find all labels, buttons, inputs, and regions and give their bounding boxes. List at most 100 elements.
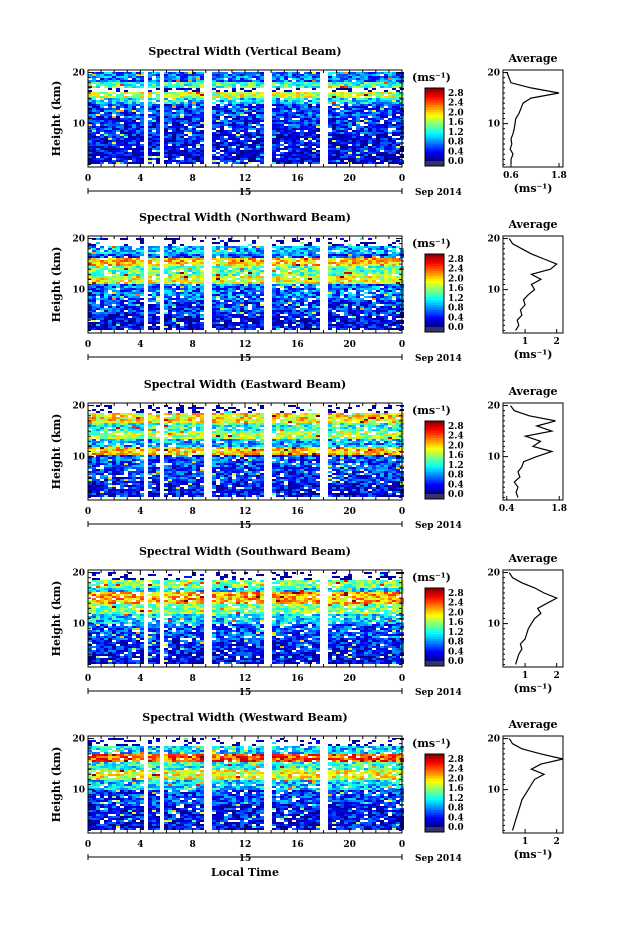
heat-cell: [232, 142, 236, 144]
heat-cell: [284, 272, 288, 274]
heat-cell: [272, 130, 276, 132]
heat-cell: [184, 78, 188, 80]
heat-cell: [380, 248, 384, 250]
heat-cell: [276, 138, 280, 140]
heat-cell: [168, 258, 172, 260]
heat-cell: [380, 80, 384, 82]
heat-cell: [348, 78, 352, 80]
heat-cell: [180, 266, 184, 268]
average-x-tick-label: 0.6: [503, 171, 519, 181]
heat-cell: [332, 84, 336, 86]
heat-cell: [236, 74, 240, 76]
heat-cell: [240, 298, 244, 300]
heat-cell: [276, 158, 280, 160]
heat-cell: [228, 134, 232, 136]
heat-cell: [140, 238, 144, 240]
heat-cell: [344, 250, 348, 252]
heat-cell: [308, 86, 312, 88]
heat-cell: [180, 292, 184, 294]
heat-cell: [172, 96, 176, 98]
heat-cell: [260, 136, 264, 138]
heat-cell: [152, 300, 156, 302]
heat-cell: [284, 270, 288, 272]
heat-cell: [236, 124, 240, 126]
heat-cell: [136, 160, 140, 162]
heat-cell: [112, 278, 116, 280]
heat-cell: [356, 134, 360, 136]
heat-cell: [276, 80, 280, 82]
heat-cell: [184, 280, 188, 282]
heat-cell: [152, 132, 156, 134]
heat-cell: [252, 296, 256, 298]
heat-cell: [192, 154, 196, 156]
heat-cell: [368, 260, 372, 262]
heat-cell: [380, 268, 384, 270]
heat-cell: [88, 96, 92, 98]
heat-cell: [216, 270, 220, 272]
heat-cell: [244, 110, 248, 112]
heat-cell: [304, 114, 308, 116]
heat-cell: [212, 274, 216, 276]
heat-cell: [184, 292, 188, 294]
heat-cell: [140, 160, 144, 162]
heat-cell: [260, 258, 264, 260]
heat-cell: [124, 86, 128, 88]
heat-cell: [276, 82, 280, 84]
colorbar-tick-label: 2.0: [448, 108, 464, 118]
heat-cell: [232, 256, 236, 258]
heat-cell: [336, 154, 340, 156]
heat-cell: [328, 278, 332, 280]
heat-cell: [124, 292, 128, 294]
heat-cell: [240, 284, 244, 286]
heat-cell: [200, 240, 204, 242]
heat-cell: [328, 98, 332, 100]
colorbar-segment: [425, 134, 444, 138]
heat-cell: [200, 82, 204, 84]
heat-cell: [308, 102, 312, 104]
heat-cell: [148, 100, 152, 102]
heat-cell: [164, 110, 168, 112]
heat-cell: [288, 72, 292, 74]
heat-cell: [88, 296, 92, 298]
heat-cell: [232, 134, 236, 136]
heat-cell: [100, 126, 104, 128]
heat-cell: [112, 124, 116, 126]
heat-cell: [220, 296, 224, 298]
heat-cell: [352, 158, 356, 160]
heat-cell: [388, 76, 392, 78]
heat-cell: [288, 246, 292, 248]
heat-cell: [224, 248, 228, 250]
heat-cell: [96, 276, 100, 278]
heat-cell: [220, 96, 224, 98]
heat-cell: [260, 270, 264, 272]
heat-cell: [140, 272, 144, 274]
colorbar-segment: [425, 90, 444, 94]
heat-cell: [164, 128, 168, 130]
heat-cell: [312, 136, 316, 138]
heat-cell: [356, 100, 360, 102]
heat-cell: [312, 288, 316, 290]
heat-cell: [132, 156, 136, 158]
heat-cell: [196, 134, 200, 136]
heat-cell: [364, 96, 368, 98]
heat-cell: [184, 108, 188, 110]
heat-cell: [260, 92, 264, 94]
heat-cell: [192, 158, 196, 160]
heat-cell: [220, 94, 224, 96]
heat-cell: [100, 156, 104, 158]
heat-cell: [244, 140, 248, 142]
heat-cell: [240, 154, 244, 156]
heat-cell: [388, 86, 392, 88]
heat-cell: [156, 122, 160, 124]
heat-cell: [360, 162, 364, 164]
heat-cell: [380, 258, 384, 260]
heat-cell: [104, 92, 108, 94]
heat-cell: [260, 142, 264, 144]
heat-cell: [220, 290, 224, 292]
heat-cell: [260, 248, 264, 250]
heat-cell: [260, 146, 264, 148]
heat-cell: [96, 84, 100, 86]
heat-cell: [396, 78, 400, 80]
heat-cell: [296, 264, 300, 266]
